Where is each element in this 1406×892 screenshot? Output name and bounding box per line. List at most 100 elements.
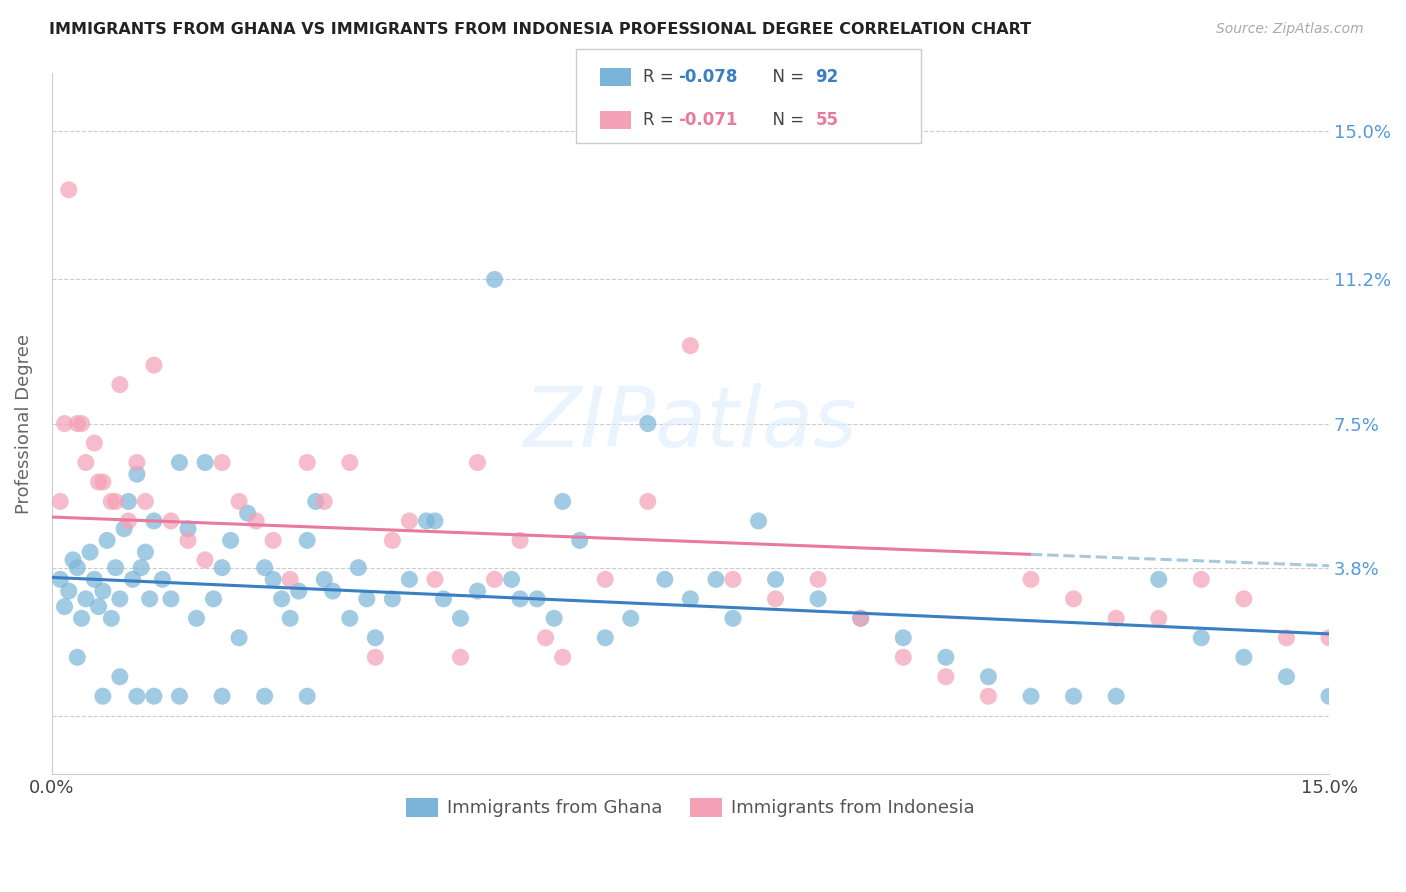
Point [186,611,208,625]
Point [534,631,557,645]
Point [415,514,437,528]
Point [501,573,523,587]
Point [253,690,276,704]
Point [765,573,787,587]
Text: R =: R = [643,69,679,87]
Point [543,611,565,625]
Point [100,494,122,508]
Point [339,456,361,470]
Point [100,611,122,625]
Point [721,573,744,587]
Point [211,690,233,704]
Point [398,514,420,528]
Point [807,573,830,587]
Point [91,690,114,704]
Point [75,591,97,606]
Point [398,573,420,587]
Point [66,560,89,574]
Point [96,533,118,548]
Y-axis label: Professional Degree: Professional Degree [15,334,32,514]
Point [568,533,591,548]
Point [1317,631,1340,645]
Point [142,358,165,372]
Point [83,436,105,450]
Point [364,631,387,645]
Point [287,584,309,599]
Point [228,631,250,645]
Point [58,183,80,197]
Point [679,338,702,352]
Point [807,591,830,606]
Point [509,533,531,548]
Point [593,573,616,587]
Point [891,650,914,665]
Point [551,650,574,665]
Text: Source: ZipAtlas.com: Source: ZipAtlas.com [1216,22,1364,37]
Point [160,514,183,528]
Point [108,377,131,392]
Point [278,611,301,625]
Point [104,560,127,574]
Point [134,494,156,508]
Point [432,591,454,606]
Point [62,553,84,567]
Point [66,650,89,665]
Point [849,611,872,625]
Point [322,584,344,599]
Point [381,533,404,548]
Point [509,591,531,606]
Text: 55: 55 [815,111,838,128]
Point [194,456,217,470]
Point [194,553,217,567]
Point [593,631,616,645]
Point [1275,670,1298,684]
Point [704,573,727,587]
Point [381,591,404,606]
Point [202,591,225,606]
Point [1189,573,1212,587]
Point [305,494,328,508]
Point [53,599,76,614]
Point [129,560,152,574]
Text: ZIPatlas: ZIPatlas [523,383,858,464]
Point [551,494,574,508]
Point [295,690,318,704]
Point [364,650,387,665]
Point [211,560,233,574]
Point [112,522,135,536]
Point [450,611,472,625]
Point [125,690,148,704]
Point [236,506,259,520]
Point [1063,591,1085,606]
Point [977,670,1000,684]
Point [1147,573,1170,587]
Point [526,591,548,606]
Text: 92: 92 [815,69,839,87]
Point [314,573,336,587]
Point [83,573,105,587]
Point [721,611,744,625]
Point [219,533,242,548]
Point [891,631,914,645]
Point [314,494,336,508]
Point [1233,591,1256,606]
Point [87,599,110,614]
Point [484,272,506,286]
Point [142,514,165,528]
Point [134,545,156,559]
Point [637,494,659,508]
Text: IMMIGRANTS FROM GHANA VS IMMIGRANTS FROM INDONESIA PROFESSIONAL DEGREE CORRELATI: IMMIGRANTS FROM GHANA VS IMMIGRANTS FROM… [49,22,1032,37]
Point [935,670,957,684]
Point [637,417,659,431]
Point [765,591,787,606]
Point [270,591,292,606]
Point [1105,690,1128,704]
Point [1275,631,1298,645]
Point [1105,611,1128,625]
Point [620,611,643,625]
Point [295,456,318,470]
Text: -0.071: -0.071 [678,111,737,128]
Point [262,533,284,548]
Point [121,573,143,587]
Point [262,573,284,587]
